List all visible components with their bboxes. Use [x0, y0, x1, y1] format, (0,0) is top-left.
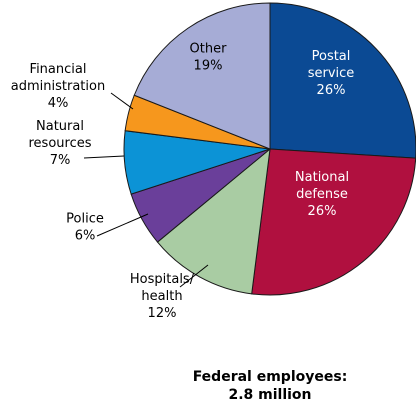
- leader-line: [83, 155, 125, 159]
- slice-label-line: 4%: [48, 96, 69, 111]
- slice-label: Police 6%: [66, 212, 104, 244]
- slice-label-line: 26%: [317, 83, 346, 98]
- slice-label-line: health: [141, 289, 182, 304]
- slice-label-line: Hospitals/: [130, 272, 195, 287]
- slice-label: Postal service 26%: [308, 49, 355, 98]
- slice-label: Hospitals/health 12%: [130, 272, 195, 321]
- pie-slice: [251, 148, 416, 296]
- slice-label-line: Postal: [312, 49, 351, 64]
- chart-caption: Federal employees: 2.8 million: [150, 368, 390, 404]
- slice-label: Other 19%: [190, 42, 228, 74]
- slice-label-line: 19%: [194, 59, 223, 74]
- slice-label-line: 6%: [75, 229, 96, 244]
- slice-label-line: National: [295, 170, 349, 185]
- leader-line: [96, 213, 149, 237]
- caption-line-2: 2.8 million: [228, 387, 312, 403]
- slice-label-line: Financial: [30, 62, 87, 77]
- slice-label-line: administration: [11, 79, 105, 94]
- slice-label-line: defense: [296, 187, 348, 202]
- caption-line-1: Federal employees:: [192, 369, 348, 385]
- slice-label-line: Police: [66, 212, 104, 227]
- pie-slice: [269, 2, 416, 159]
- slice-label: Financial administration 4%: [11, 62, 105, 111]
- leader-line: [179, 264, 209, 288]
- slice-label-line: service: [308, 66, 355, 81]
- slice-label-line: Natural: [36, 119, 84, 134]
- leader-line: [110, 92, 134, 110]
- slice-label-line: Other: [190, 42, 228, 57]
- slice-label-line: resources: [28, 136, 91, 151]
- slice-label-line: 7%: [50, 153, 71, 168]
- pie-slice: [133, 2, 271, 150]
- slice-label-line: 12%: [148, 306, 177, 321]
- slice-label: National defense 26%: [295, 170, 349, 219]
- slice-label-line: 26%: [308, 204, 337, 219]
- pie-slice: [156, 147, 271, 295]
- slice-label: Natural resources 7%: [28, 119, 91, 168]
